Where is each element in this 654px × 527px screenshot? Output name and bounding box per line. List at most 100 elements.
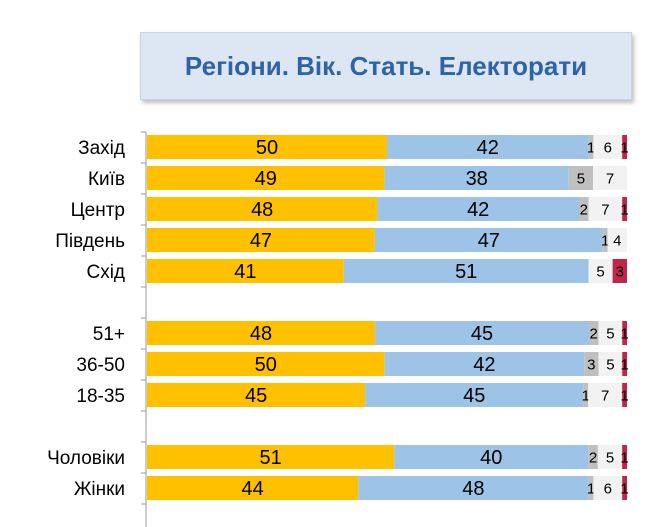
bar-segment-series-4	[607, 228, 627, 252]
bar-value-label: 1	[620, 139, 628, 156]
bar-segment-series-5	[622, 321, 627, 345]
bar-value-label: 3	[616, 263, 624, 280]
bar-value-label: 2	[589, 449, 597, 466]
bar-segment-series-5	[622, 476, 627, 500]
bar-value-label: 41	[234, 261, 256, 283]
bar-value-label: 7	[601, 387, 609, 404]
bar-segment-series-1	[147, 197, 378, 221]
category-label: Центр	[71, 200, 125, 221]
bar-value-label: 7	[601, 201, 609, 218]
bar-value-label: 6	[604, 480, 612, 497]
bar-segment-series-3	[602, 228, 608, 252]
bar-value-label: 47	[478, 230, 500, 252]
bar-segment-series-1	[147, 166, 385, 190]
bar-value-label: 5	[577, 170, 585, 187]
bar-value-label: 5	[606, 356, 614, 373]
bar-segment-series-2	[365, 383, 584, 407]
bar-segment-series-5	[612, 259, 627, 283]
category-label: Жінки	[74, 479, 125, 500]
bar-segment-series-2	[384, 352, 585, 376]
bar-value-label: 1	[620, 201, 628, 218]
category-label: Схід	[86, 262, 125, 283]
bar-value-label: 47	[250, 230, 272, 252]
bar-value-label: 48	[251, 199, 273, 221]
category-label: Київ	[88, 169, 125, 190]
bar-value-label: 51	[455, 261, 477, 283]
category-label: 18-35	[76, 386, 125, 407]
bar-value-label: 42	[467, 199, 489, 221]
bar-segment-series-3	[579, 197, 589, 221]
bar-segment-series-4	[588, 259, 613, 283]
chart-title-box: Регіони. Вік. Стать. Електорати	[140, 32, 632, 100]
bar-value-label: 1	[587, 139, 595, 156]
bar-value-label: 7	[606, 170, 614, 187]
bar-value-label: 50	[255, 354, 277, 376]
bar-segment-series-1	[147, 321, 376, 345]
bar-value-label: 48	[462, 478, 484, 500]
bar-value-label: 1	[620, 387, 628, 404]
bar-segment-series-4	[598, 321, 623, 345]
bar-segment-series-1	[147, 135, 387, 159]
bar-value-label: 40	[480, 447, 502, 469]
bar-segment-series-5	[622, 135, 627, 159]
category-label: Південь	[55, 231, 125, 252]
bar-segment-series-3	[568, 166, 594, 190]
bar-segment-series-3	[588, 321, 599, 345]
bar-value-label: 1	[620, 356, 628, 373]
bar-value-label: 5	[606, 449, 614, 466]
bar-segment-series-2	[394, 445, 589, 469]
bar-segment-series-2	[343, 259, 589, 283]
bar-value-label: 2	[590, 325, 598, 342]
bar-value-label: 42	[477, 137, 499, 159]
bar-value-label: 48	[250, 323, 272, 345]
category-label: Захід	[78, 138, 125, 159]
bar-segment-series-4	[593, 166, 627, 190]
bar-segment-series-4	[593, 476, 623, 500]
bar-segment-series-1	[147, 228, 375, 252]
bar-segment-series-3	[588, 476, 594, 500]
bar-value-label: 42	[473, 354, 495, 376]
bar-value-label: 1	[587, 480, 595, 497]
bar-segment-series-5	[622, 445, 627, 469]
bar-segment-series-3	[583, 383, 589, 407]
bar-segment-series-1	[147, 445, 395, 469]
bar-value-label: 49	[255, 168, 277, 190]
bar-value-label: 45	[463, 385, 485, 407]
bar-value-label: 38	[466, 168, 488, 190]
bar-segment-series-4	[598, 352, 623, 376]
bar-segment-series-1	[147, 476, 359, 500]
bar-value-label: 1	[620, 480, 628, 497]
bar-value-label: 50	[256, 137, 278, 159]
bar-segment-series-5	[622, 383, 627, 407]
bar-value-label: 4	[613, 232, 621, 249]
bar-segment-series-1	[147, 352, 385, 376]
bar-value-label: 1	[620, 325, 628, 342]
bar-value-label: 44	[241, 478, 263, 500]
bar-value-label: 1	[582, 387, 590, 404]
bar-segment-series-4	[588, 383, 623, 407]
bar-value-label: 5	[606, 325, 614, 342]
bar-segment-series-5	[622, 197, 627, 221]
bar-value-label: 1	[620, 449, 628, 466]
bar-segment-series-4	[588, 197, 623, 221]
bar-segment-series-1	[147, 259, 344, 283]
bar-segment-series-3	[588, 445, 598, 469]
bar-segment-series-4	[597, 445, 623, 469]
category-label: 36-50	[76, 355, 125, 376]
bar-value-label: 5	[596, 263, 604, 280]
bar-value-label: 6	[604, 139, 612, 156]
category-label: 51+	[93, 324, 125, 345]
bar-value-label: 51	[260, 447, 282, 469]
bar-segment-series-4	[593, 135, 623, 159]
chart-title: Регіони. Вік. Стать. Електорати	[184, 50, 588, 81]
bar-segment-series-2	[375, 321, 589, 345]
category-label: Чоловіки	[47, 448, 125, 469]
bar-segment-series-2	[387, 135, 589, 159]
bar-value-label: 3	[587, 356, 595, 373]
bar-segment-series-2	[358, 476, 589, 500]
bar-segment-series-2	[374, 228, 603, 252]
bar-value-label: 1	[601, 232, 609, 249]
bar-value-label: 45	[471, 323, 493, 345]
bar-segment-series-2	[384, 166, 569, 190]
